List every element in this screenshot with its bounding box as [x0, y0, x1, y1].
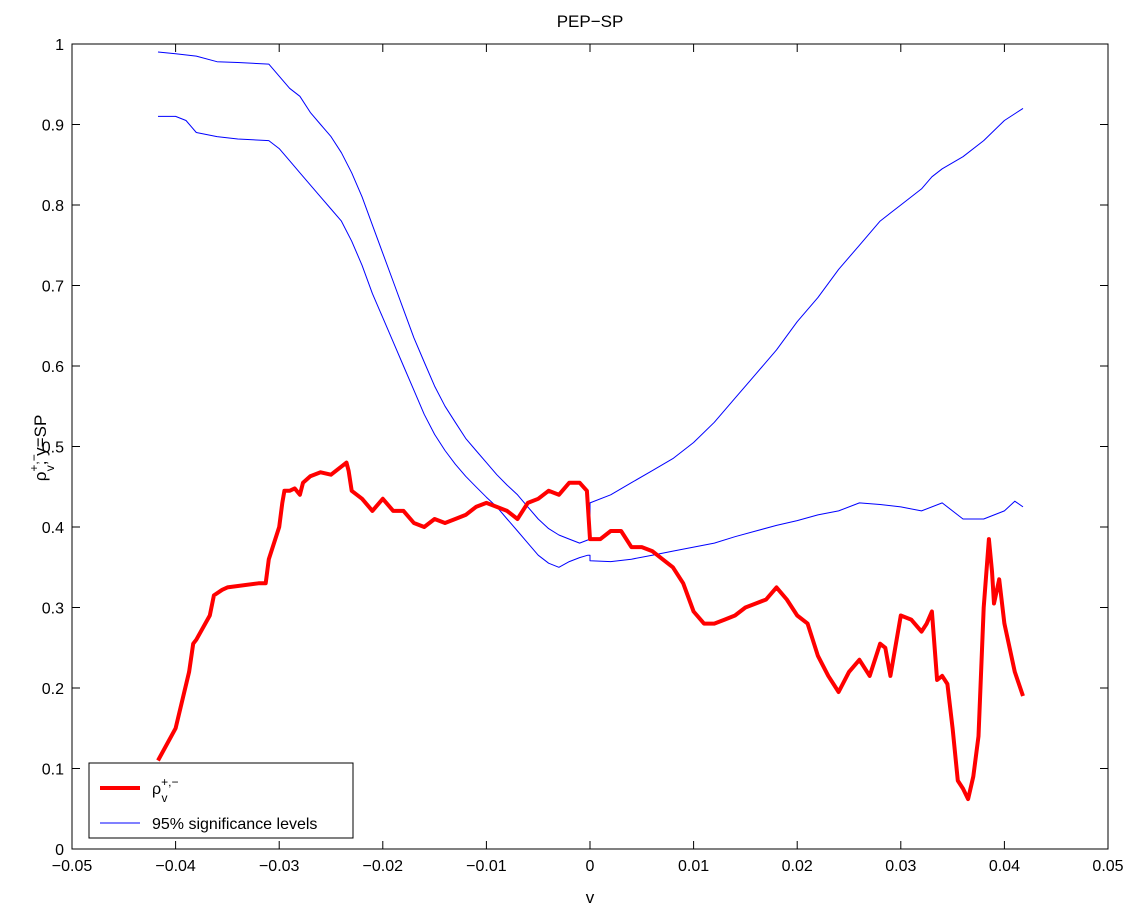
legend-label-rho: ρ+,− v: [152, 775, 178, 805]
x-tick-label: −0.01: [466, 858, 507, 875]
y-tick-label: 0.6: [42, 359, 64, 376]
legend-label-significance: 95% significance levels: [152, 816, 317, 833]
y-tick-label: 0: [55, 842, 64, 859]
series-line-0: [156, 460, 1025, 802]
x-tick-label: 0.05: [1092, 858, 1123, 875]
y-tick-label: 0.7: [42, 279, 64, 296]
y-tick-label: 0.5: [42, 440, 64, 457]
legend: ρ+,− v 95% significance levels: [88, 762, 354, 839]
x-tick-label: 0.03: [885, 858, 916, 875]
legend-box: [88, 762, 354, 839]
x-tick-label: 0.01: [678, 858, 709, 875]
x-tick-label: −0.05: [52, 858, 93, 875]
y-axis-label-sup: +,−: [27, 454, 41, 471]
series-line-2: [158, 115, 1024, 568]
x-tick-label: 0.02: [782, 858, 813, 875]
x-tick-label: 0: [586, 858, 595, 875]
chart-title: PEP−SP: [557, 12, 624, 31]
y-tick-label: 0.9: [42, 118, 64, 135]
y-tick-label: 1: [55, 37, 64, 54]
series-line-1: [157, 51, 1024, 544]
y-axis-label-rho: ρ: [31, 472, 50, 482]
y-tick-label: 0.1: [42, 762, 64, 779]
y-tick-label: 0.4: [42, 520, 64, 537]
x-tick-label: 0.04: [989, 858, 1020, 875]
y-axis-label: ρ+,− v, y=SP: [27, 415, 57, 482]
x-tick-label: −0.04: [155, 858, 196, 875]
svg-text:ρ+,−v, y=SP: ρ+,− v, y=SP: [27, 415, 57, 482]
plot-lines: [156, 51, 1025, 802]
y-axis: 0 0.1 0.2 0.3 0.4 0.5 0.6 0.7 0.8 0.9 1: [42, 37, 1108, 859]
y-tick-label: 0.3: [42, 601, 64, 618]
x-tick-label: −0.03: [259, 858, 300, 875]
legend-label-rho-sup: +,−: [161, 775, 178, 789]
x-tick-label: −0.02: [363, 858, 404, 875]
y-axis-label-sub: v: [43, 465, 57, 471]
legend-label-rho-base: ρ: [152, 781, 161, 798]
legend-label-rho-sub: v: [161, 791, 167, 805]
y-tick-label: 0.8: [42, 198, 64, 215]
x-axis: −0.05 −0.04 −0.03 −0.02 −0.01 0 0.01 0.02 0.03 0.…: [52, 44, 1124, 875]
x-axis-label: v: [586, 888, 595, 907]
y-tick-label: 0.2: [42, 681, 64, 698]
y-axis-label-tail: , y=SP: [31, 415, 50, 466]
